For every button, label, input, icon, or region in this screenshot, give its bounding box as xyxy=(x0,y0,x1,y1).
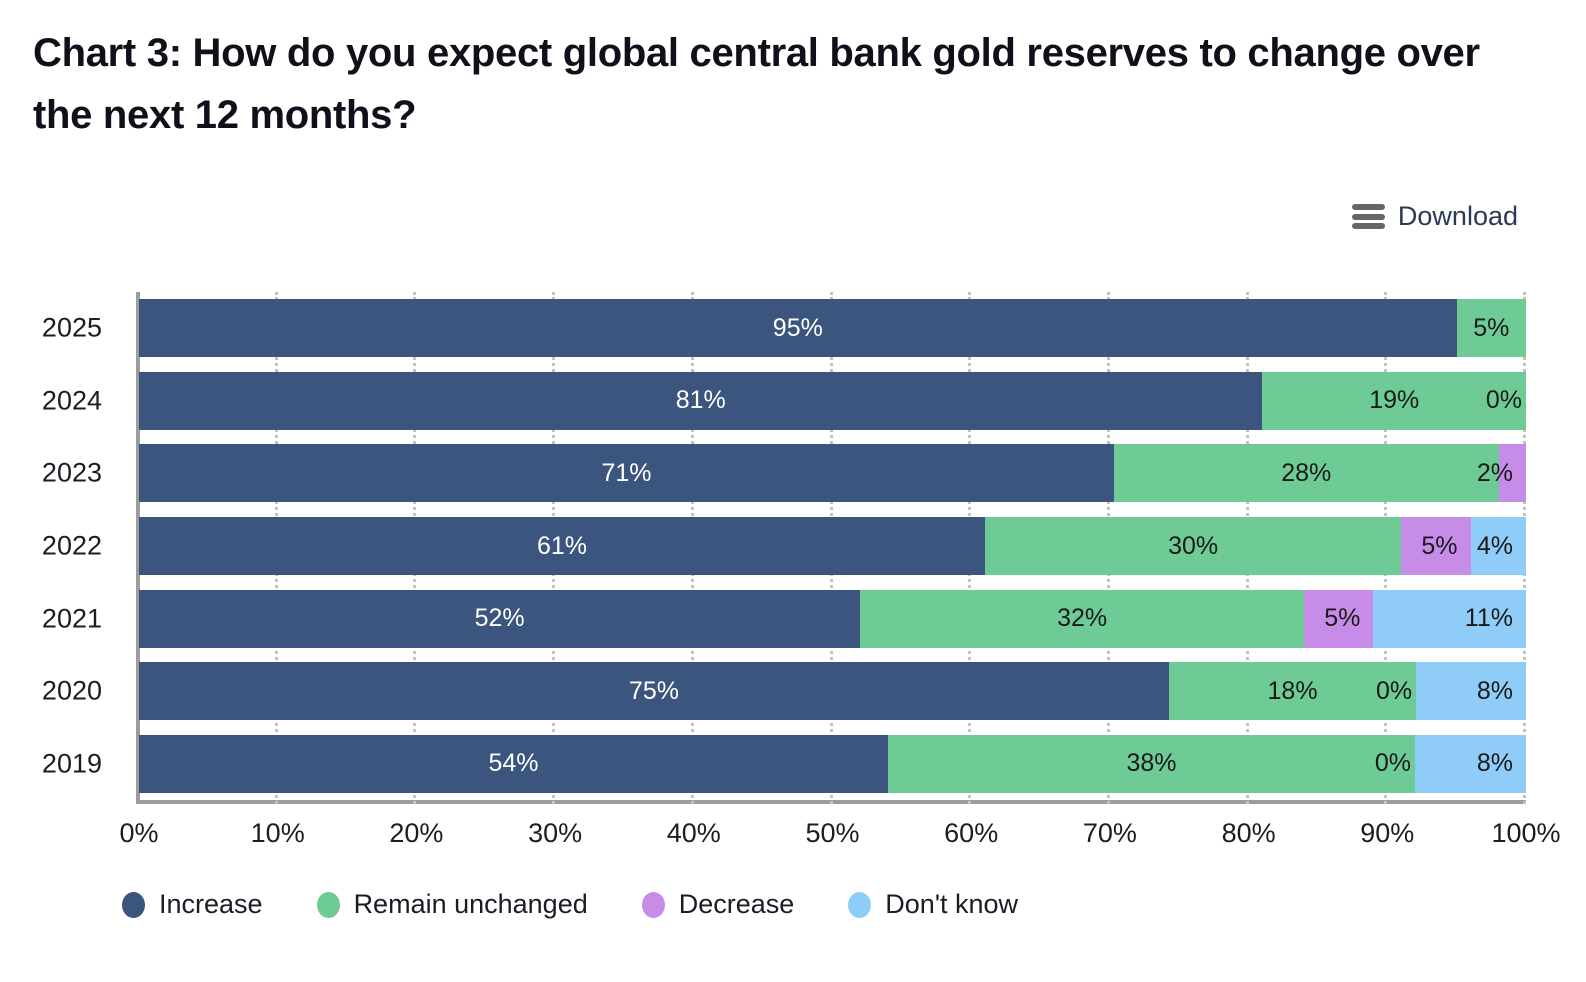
bar-segment-increase[interactable]: 52% xyxy=(139,589,861,648)
bar-segment-value: 11% xyxy=(1464,604,1513,633)
bar-segment-value: 8% xyxy=(1476,749,1513,778)
bar-segment-unchanged[interactable]: 5% xyxy=(1456,299,1526,358)
legend-item[interactable]: Don't know xyxy=(848,889,1018,920)
y-axis-tick-label: 2024 xyxy=(41,385,102,416)
bar-segment-value: 28% xyxy=(1281,458,1332,487)
bar-segment-increase[interactable]: 71% xyxy=(139,444,1115,503)
page-title: Chart 3: How do you expect global centra… xyxy=(33,31,1480,137)
y-axis-tick-label: 2022 xyxy=(41,530,102,561)
bar-segment-value: 95% xyxy=(772,313,823,342)
x-axis-tick-label: 0% xyxy=(119,818,159,848)
plot-area: 95% 5% 81% 19% 0% 71% 28% 2% 61% 30% 5% 4% 52% 32% 5% 1… xyxy=(136,292,1526,804)
bar-segment-value: 2% xyxy=(1476,458,1513,487)
bar-segment-value: 0% xyxy=(1376,676,1413,705)
bar-segment-increase[interactable]: 61% xyxy=(139,517,986,575)
bar-segment-value: 32% xyxy=(1057,604,1108,633)
bar-segment-increase[interactable]: 81% xyxy=(139,371,1263,430)
bar-segment-unchanged[interactable]: 38% xyxy=(887,734,1416,793)
x-axis-tick-label: 70% xyxy=(1082,818,1137,848)
bar-segment-decrease[interactable]: 5% xyxy=(1401,517,1471,575)
x-axis-tick-label: 60% xyxy=(944,818,999,848)
bar-segment-value: 8% xyxy=(1476,676,1513,705)
legend-item[interactable]: Remain unchanged xyxy=(316,889,588,920)
y-axis-tick-label: 2019 xyxy=(41,748,102,779)
bar-segment-value: 81% xyxy=(675,386,726,415)
legend-item[interactable]: Decrease xyxy=(641,889,795,920)
bar-segment-value: 71% xyxy=(601,458,652,487)
chart-legend: Increase Remain unchanged Decrease Don't kn… xyxy=(122,889,1018,920)
bar-segment-value: 5% xyxy=(1324,604,1361,633)
x-axis-tick-label: 30% xyxy=(528,818,583,848)
y-axis-tick-label: 2023 xyxy=(41,457,102,488)
bar-row: 95% 5% xyxy=(139,299,1526,358)
legend-item-label: Decrease xyxy=(678,889,795,919)
x-axis-tick-label: 100% xyxy=(1491,818,1561,848)
download-button[interactable]: Download xyxy=(1351,201,1518,232)
y-axis-line xyxy=(136,292,140,804)
y-axis-labels: 2025 2024 2023 2022 2021 2020 2019 xyxy=(0,292,120,804)
bar-segment-unchanged[interactable]: 19% xyxy=(1262,371,1526,430)
bar-segment-dontknow[interactable]: 8% xyxy=(1415,734,1526,793)
legend-item-label: Don't know xyxy=(885,889,1019,919)
bar-segment-increase[interactable]: 54% xyxy=(139,734,888,793)
download-button-label: Download xyxy=(1397,201,1518,231)
bar-segment-value: 52% xyxy=(474,604,525,633)
x-axis-tick-label: 50% xyxy=(805,818,860,848)
bar-row: 81% 19% 0% xyxy=(139,371,1526,430)
bar-row: 61% 30% 5% 4% xyxy=(139,517,1526,575)
bar-segment-unchanged[interactable]: 32% xyxy=(860,589,1305,648)
legend-swatch-icon xyxy=(316,891,340,918)
hamburger-menu-icon xyxy=(1351,204,1385,229)
bar-segment-increase[interactable]: 95% xyxy=(139,299,1457,358)
legend-swatch-icon xyxy=(641,891,665,918)
bar-segment-value: 18% xyxy=(1267,676,1318,705)
bar-segment-unchanged[interactable]: 18% xyxy=(1168,662,1417,721)
y-axis-tick-label: 2025 xyxy=(41,312,102,343)
bar-segment-decrease[interactable]: 5% xyxy=(1304,589,1374,648)
bar-segment-value: 0% xyxy=(1374,749,1412,778)
bar-segment-value: 38% xyxy=(1126,749,1177,778)
bar-row: 71% 28% 2% xyxy=(139,444,1526,503)
bar-segment-value: 4% xyxy=(1476,531,1513,560)
x-axis-tick-label: 20% xyxy=(389,818,444,848)
legend-item-label: Remain unchanged xyxy=(353,889,588,919)
legend-swatch-icon xyxy=(122,891,145,918)
bar-segment-dontknow[interactable]: 8% xyxy=(1416,662,1526,721)
x-axis-tick-label: 40% xyxy=(666,818,721,848)
bar-segment-value: 5% xyxy=(1473,313,1510,342)
x-axis-labels: 0% 10% 20% 30% 40% 50% 60% 70% 80% 90% 100% xyxy=(119,818,1560,858)
y-axis-tick-label: 2020 xyxy=(41,675,102,706)
bar-segment-dontknow[interactable]: 11% xyxy=(1373,589,1526,648)
bar-row: 75% 18% 0% 8% xyxy=(139,662,1526,721)
x-axis-tick-label: 80% xyxy=(1221,818,1276,848)
bar-segment-value: 54% xyxy=(488,749,539,778)
bar-segment-value: 75% xyxy=(628,676,679,705)
bar-segment-unchanged[interactable]: 28% xyxy=(1114,444,1499,503)
bar-segment-value: 30% xyxy=(1168,531,1219,560)
y-axis-tick-label: 2021 xyxy=(41,603,102,634)
bar-segment-value: 5% xyxy=(1421,531,1458,560)
bar-segment-value: 61% xyxy=(537,531,588,560)
bar-segment-value: 19% xyxy=(1369,386,1420,415)
x-axis-tick-label: 90% xyxy=(1360,818,1415,848)
bars-container: 95% 5% 81% 19% 0% 71% 28% 2% 61% 30% 5% 4% 52% 32% 5% 1… xyxy=(139,292,1526,800)
bar-segment-decrease[interactable]: 2% xyxy=(1477,444,1526,503)
x-axis-tick-label: 10% xyxy=(250,818,305,848)
legend-item-label: Increase xyxy=(159,889,263,919)
bar-segment-increase[interactable]: 75% xyxy=(139,662,1169,721)
bar-row: 54% 38% 0% 8% xyxy=(139,734,1526,793)
bar-segment-dontknow[interactable]: 4% xyxy=(1470,517,1526,575)
bar-row: 52% 32% 5% 11% xyxy=(139,589,1526,648)
legend-item[interactable]: Increase xyxy=(122,889,263,920)
legend-swatch-icon xyxy=(848,891,872,918)
bar-segment-unchanged[interactable]: 30% xyxy=(985,517,1402,575)
bar-segment-value: 0% xyxy=(1485,386,1522,415)
